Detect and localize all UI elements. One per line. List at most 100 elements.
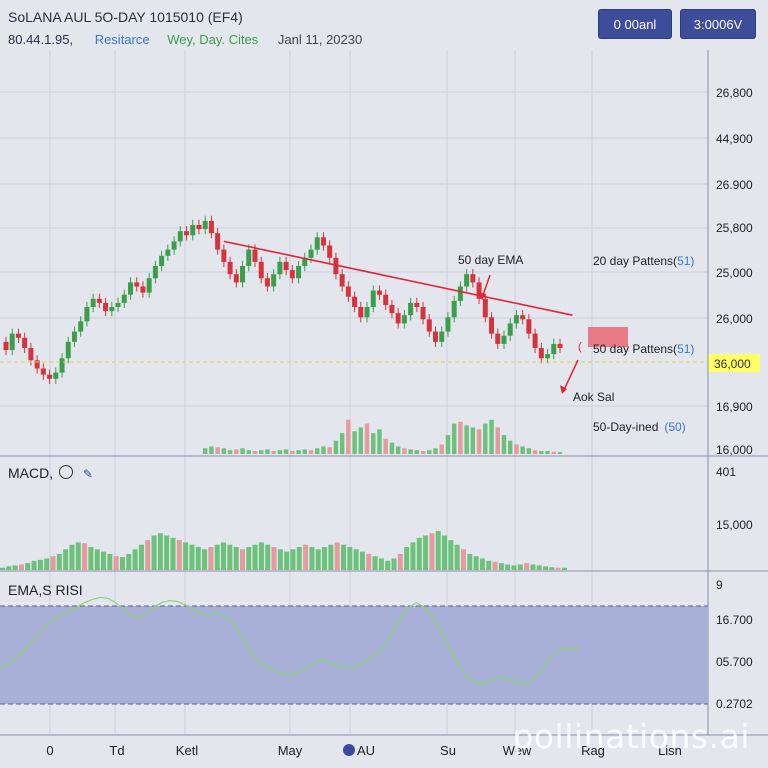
candle-body (289, 270, 295, 279)
x-tick-label: AU (357, 743, 375, 758)
macd-bar (164, 535, 170, 570)
macd-bar (473, 556, 479, 570)
candle-body (78, 321, 84, 332)
volume-bar (470, 427, 476, 454)
volume-bar (476, 429, 482, 454)
volume-bar (377, 429, 382, 454)
axis-tick-label: 25,800 (716, 221, 753, 235)
candle-body (71, 331, 77, 342)
volume-bar (532, 450, 538, 454)
annotation-patterns20: 20 day Pattens(51) (593, 254, 694, 268)
gear-icon[interactable] (59, 465, 73, 479)
candle-body (221, 249, 227, 262)
macd-bar (151, 535, 157, 570)
candle-body (28, 348, 34, 361)
volume-bar (458, 421, 463, 454)
candle-body (252, 249, 258, 262)
volume-bar (408, 449, 413, 454)
volume-bar (445, 435, 451, 454)
macd-title: MACD, ✎ (8, 465, 93, 481)
macd-bar (214, 544, 220, 570)
interval-button[interactable]: 3:0006V (680, 9, 756, 39)
macd-bar (296, 547, 302, 570)
volume-bar (501, 435, 507, 454)
macd-bar (25, 563, 31, 570)
candle-body (557, 343, 563, 348)
chart-title: SoLANA AUL 5O-DAY 1015010 (EF4) (8, 9, 243, 25)
macd-bar (252, 544, 258, 570)
resistance-label: Resitarce (94, 32, 150, 47)
macd-bar (221, 542, 227, 570)
macd-histogram (0, 530, 567, 570)
macd-bar (208, 547, 214, 570)
macd-bar (492, 561, 498, 570)
macd-bar (524, 563, 530, 570)
volume-bar (227, 450, 233, 454)
axis-tick-label: 0.2702 (716, 697, 753, 711)
candle-body (65, 341, 71, 359)
x-tick-label: 0 (46, 743, 53, 758)
candle-body (34, 360, 40, 369)
volume-bar (451, 423, 457, 454)
candle-body (271, 274, 277, 287)
candle-body (333, 257, 339, 275)
macd-bar (366, 553, 372, 570)
candle-body (177, 231, 183, 242)
calendar-icon[interactable] (343, 744, 355, 756)
macd-bar (50, 556, 56, 570)
macd-bar (315, 549, 321, 570)
candle-body (171, 241, 177, 250)
candle-body (433, 331, 439, 342)
macd-bar (113, 556, 119, 570)
candle-body (520, 315, 526, 320)
highlight-level-tag (708, 354, 760, 372)
macd-bar (543, 566, 549, 570)
candle-body (15, 333, 21, 338)
volume-bar (252, 450, 258, 454)
candle-body (345, 286, 351, 297)
macd-bar (6, 566, 12, 570)
macd-bar (258, 542, 264, 570)
macd-bar (284, 551, 290, 570)
timeframe-button[interactable]: 0 00anl (598, 9, 672, 39)
volume-bar (265, 449, 270, 454)
macd-bar (265, 544, 271, 570)
candle-body (489, 317, 495, 334)
macd-bar (31, 560, 37, 570)
candle-body (215, 233, 221, 250)
macd-bar (233, 547, 239, 570)
volume-bar (389, 442, 395, 454)
volume-bar (246, 450, 251, 454)
candle-body (140, 286, 146, 293)
axis-tick-label: 401 (716, 465, 736, 479)
volume-bar (483, 423, 488, 454)
volume-bar (395, 446, 401, 454)
candle-body (246, 249, 252, 266)
volume-bar (495, 427, 500, 454)
candle-body (165, 249, 171, 256)
candle-body (302, 257, 308, 266)
macd-bar (44, 558, 50, 570)
volume-bar (240, 448, 245, 454)
highlight-level-label: 36,000 (714, 357, 751, 371)
volume-bar (514, 444, 519, 454)
candle-body (320, 237, 326, 246)
macd-bar (372, 556, 378, 570)
macd-bar (511, 565, 517, 570)
macd-bar (239, 549, 245, 570)
x-tick-label: Td (109, 743, 124, 758)
volume-bar (352, 431, 357, 454)
candle-body (501, 335, 507, 344)
macd-bar (555, 567, 561, 570)
pencil-icon[interactable]: ✎ (82, 467, 93, 481)
rsi-band (0, 606, 708, 704)
macd-bar (353, 549, 359, 570)
macd-bar (145, 540, 151, 570)
volume-bar (545, 450, 550, 454)
axis-tick-label: 25,000 (716, 266, 753, 280)
macd-bar (303, 544, 309, 570)
macd-bar (454, 544, 460, 570)
macd-bar (536, 565, 542, 570)
candle-body (370, 290, 376, 307)
